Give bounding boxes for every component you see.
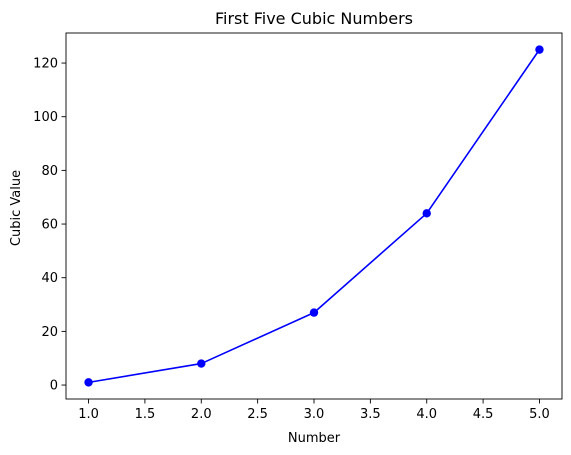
x-tick-label: 1.5 [135,407,156,422]
data-point [197,359,206,368]
y-axis: 0 20 40 60 80 100 120 [33,57,66,394]
y-tick-label: 80 [41,164,58,179]
x-tick-label: 3.0 [304,407,325,422]
y-tick-label: 120 [33,57,58,72]
x-tick-label: 2.5 [247,407,268,422]
data-point [535,45,544,54]
x-tick-label: 1.0 [78,407,99,422]
y-tick-label: 20 [41,325,58,340]
x-tick-label: 4.0 [416,407,437,422]
chart-title: First Five Cubic Numbers [215,9,413,28]
x-axis-label: Number [288,431,341,446]
x-tick-label: 2.0 [191,407,212,422]
x-tick-label: 5.0 [529,407,550,422]
y-tick-label: 0 [50,379,58,394]
x-tick-label: 3.5 [360,407,381,422]
plot-frame [65,32,563,400]
plot-border [65,32,563,400]
y-tick-label: 40 [41,271,58,286]
data-point [309,308,319,317]
x-tick-label: 4.5 [473,407,494,422]
y-tick-label: 60 [41,218,58,233]
series-line [88,49,541,384]
y-axis-label: Cubic Value [9,170,24,246]
series-layer [84,45,544,387]
x-axis: 1.0 1.5 2.0 2.5 3.0 3.5 4.0 4.5 5.0 [78,399,550,422]
y-tick-label: 100 [33,110,58,125]
data-point [422,209,431,218]
data-point [84,378,93,387]
